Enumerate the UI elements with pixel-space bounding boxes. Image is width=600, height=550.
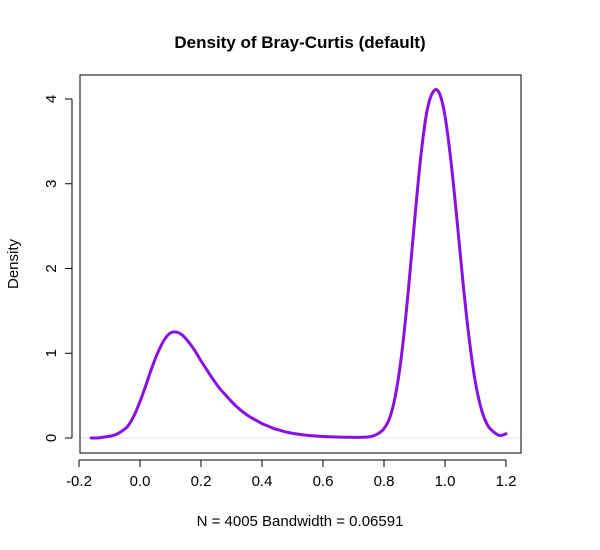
x-tick-label: 0.2 (191, 473, 212, 490)
x-tick-label: 1.2 (496, 473, 517, 490)
x-tick-label: 0.8 (374, 473, 395, 490)
y-axis-label: Density (5, 238, 22, 289)
chart-title: Density of Bray-Curtis (default) (174, 33, 425, 52)
x-axis-label: N = 4005 Bandwidth = 0.06591 (197, 513, 404, 530)
y-tick-label: 4 (43, 95, 60, 103)
y-tick-label: 3 (43, 180, 60, 188)
y-tick-label: 0 (43, 434, 60, 442)
x-tick-label: 0.4 (252, 473, 273, 490)
density-curve (89, 87, 508, 440)
plot-frame (79, 74, 522, 454)
y-tick-label: 2 (43, 264, 60, 272)
y-tick-label: 1 (43, 349, 60, 357)
x-tick-label: 1.0 (435, 473, 456, 490)
x-tick-label: 0.6 (313, 473, 334, 490)
x-tick-label: 0.0 (130, 473, 151, 490)
x-axis-tick-labels: -0.2 0.0 0.2 0.4 0.6 0.8 1.0 1.2 (66, 473, 516, 490)
x-axis-ticks (78, 460, 507, 467)
y-axis-ticks (65, 98, 72, 439)
x-tick-label: -0.2 (66, 473, 92, 490)
y-axis-tick-labels: 0 1 2 3 4 (43, 95, 60, 442)
